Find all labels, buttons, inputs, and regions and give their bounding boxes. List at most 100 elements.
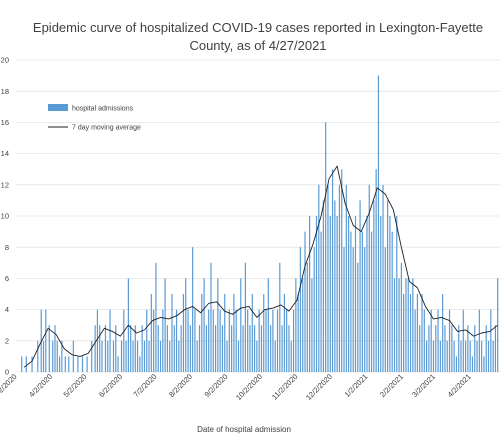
bar-hospital-admissions	[237, 340, 240, 372]
bar-hospital-admissions	[203, 278, 205, 372]
bar-hospital-admissions	[91, 340, 93, 372]
bar-hospital-admissions	[107, 340, 109, 372]
bar-hospital-admissions	[117, 356, 119, 372]
bar-hospital-admissions	[331, 169, 334, 372]
bar-hospital-admissions	[251, 294, 253, 372]
x-tick-label: 2/2/2021	[378, 372, 405, 399]
bar-hospital-admissions	[48, 325, 50, 372]
bar-hospital-admissions	[173, 325, 175, 372]
bar-hospital-admissions	[64, 356, 66, 372]
bar-hospital-admissions	[354, 216, 357, 372]
legend-swatch-bars	[48, 104, 68, 111]
x-tick-label: 3/2/2021	[410, 372, 437, 399]
bar-hospital-admissions	[96, 309, 99, 372]
bar-hospital-admissions	[212, 309, 214, 372]
bar-hospital-admissions	[361, 231, 363, 372]
bar-hospital-admissions	[61, 340, 63, 372]
bar-hospital-admissions	[56, 340, 58, 372]
bar-hospital-admissions	[155, 262, 157, 372]
y-tick-label-10: 10	[1, 212, 9, 221]
bar-hospital-admissions	[210, 262, 212, 372]
bar-hospital-admissions	[462, 309, 464, 372]
legend-label-bars: hospital admissions	[72, 106, 134, 113]
bar-hospital-admissions	[240, 278, 242, 372]
bar-hospital-admissions	[384, 247, 386, 372]
bar-hospital-admissions	[471, 356, 474, 372]
bar-hospital-admissions	[21, 356, 23, 372]
bar-hospital-admissions	[233, 294, 235, 372]
bar-hospital-admissions	[109, 309, 111, 372]
y-tick-label-14: 14	[1, 149, 9, 158]
bar-hospital-admissions	[345, 184, 347, 372]
bar-hospital-admissions	[112, 340, 115, 372]
bar-hospital-admissions	[219, 309, 221, 372]
bar-hospital-admissions	[132, 340, 134, 372]
bar-hospital-admissions	[120, 340, 123, 372]
bar-hospital-admissions	[101, 340, 103, 372]
y-tick-label-4: 4	[5, 305, 9, 314]
bar-hospital-admissions	[460, 340, 462, 372]
bar-hospital-admissions	[272, 309, 274, 372]
y-tick-label-16: 16	[1, 118, 9, 127]
x-tick-label: 8/2/2020	[167, 372, 194, 399]
bar-hospital-admissions	[274, 340, 276, 372]
bar-hospital-admissions	[421, 294, 423, 372]
x-tick-label: 5/2/2020	[62, 372, 89, 399]
x-tick-label: 1/2/2021	[343, 372, 370, 399]
bar-hospital-admissions	[492, 340, 494, 372]
bar-hospital-admissions	[162, 309, 164, 372]
bar-hospital-admissions	[487, 340, 490, 372]
bar-hospital-admissions	[393, 278, 396, 372]
line-series-7-day-moving-average	[23, 165, 498, 368]
bar-hospital-admissions	[150, 294, 152, 372]
bar-hospital-admissions	[407, 278, 409, 372]
bar-hospital-admissions	[423, 309, 425, 372]
bar-hospital-admissions	[169, 340, 171, 372]
bar-hospital-admissions	[469, 340, 471, 372]
bar-hospital-admissions	[481, 340, 483, 372]
bar-hospital-admissions	[366, 216, 368, 372]
bar-hospital-admissions	[221, 325, 224, 372]
bar-hospital-admissions	[474, 325, 476, 372]
bar-hospital-admissions	[201, 294, 203, 372]
bar-hospital-admissions	[171, 294, 173, 372]
bar-hospital-admissions	[263, 294, 265, 372]
bar-hospital-admissions	[214, 325, 217, 372]
bar-hospital-admissions	[387, 200, 389, 372]
bar-hospital-admissions	[134, 325, 136, 372]
bar-hospital-admissions	[373, 200, 375, 372]
bar-hospital-admissions	[451, 325, 453, 372]
bar-hospital-admissions	[77, 356, 79, 372]
bar-hospital-admissions	[405, 278, 407, 372]
bar-hospital-admissions	[286, 309, 288, 372]
bar-hospital-admissions	[370, 231, 373, 372]
y-tick-label-12: 12	[1, 180, 9, 189]
bar-hospital-admissions	[187, 309, 189, 372]
bar-hospital-admissions	[267, 278, 269, 372]
bar-hospital-admissions	[94, 325, 96, 372]
bar-hospital-admissions	[198, 325, 201, 372]
bar-hospital-admissions	[228, 309, 230, 372]
bar-hospital-admissions	[292, 309, 295, 372]
y-tick-label-2: 2	[5, 336, 9, 345]
bar-hospital-admissions	[435, 325, 437, 372]
bar-hospital-admissions	[175, 309, 178, 372]
bar-hospital-admissions	[448, 309, 451, 372]
x-tick-label: 10/2/2020	[234, 372, 264, 402]
bar-hospital-admissions	[446, 340, 448, 372]
bar-hospital-admissions	[428, 325, 430, 372]
x-tick-label: 4/2/2020	[27, 372, 54, 399]
y-tick-label-8: 8	[5, 243, 9, 252]
bar-hospital-admissions	[467, 325, 469, 372]
bar-hospital-admissions	[54, 325, 56, 372]
bar-hospital-admissions	[141, 325, 143, 372]
bar-hospital-admissions	[226, 340, 228, 372]
y-tick-label-6: 6	[5, 274, 9, 283]
legend: hospital admissions 7 day moving average	[48, 104, 141, 132]
bar-hospital-admissions	[276, 309, 279, 372]
bar-hospital-admissions	[432, 340, 435, 372]
bar-hospital-admissions	[139, 356, 141, 372]
bar-hospital-admissions	[146, 309, 148, 372]
bar-hospital-admissions	[430, 309, 432, 372]
